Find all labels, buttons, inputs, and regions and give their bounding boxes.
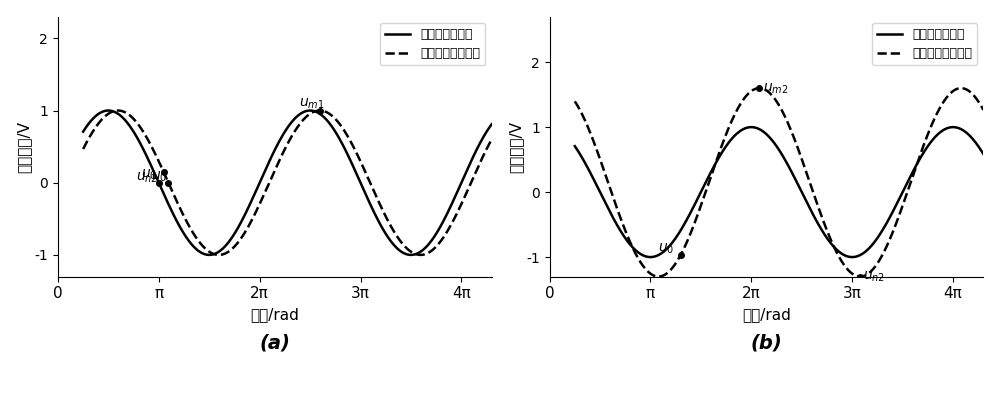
Text: $u_0$: $u_0$ bbox=[141, 168, 157, 182]
理想的余弦信号 bbox=[644, 255, 656, 260]
含误差的正弦信号 bbox=[474, 160, 486, 165]
理想的正弦信号 bbox=[77, 129, 89, 134]
理想的余弦信号 bbox=[947, 125, 959, 130]
含误差的余弦信号 bbox=[955, 86, 967, 90]
理想的正弦信号 bbox=[405, 252, 417, 257]
理想的正弦信号 bbox=[102, 108, 114, 113]
含误差的余弦信号 bbox=[966, 91, 978, 96]
Line: 含误差的正弦信号: 含误差的正弦信号 bbox=[83, 110, 492, 255]
Text: $u_0$: $u_0$ bbox=[151, 169, 167, 184]
Text: (a): (a) bbox=[259, 334, 290, 353]
含误差的余弦信号 bbox=[652, 274, 664, 279]
Y-axis label: 幅値电压/V: 幅値电压/V bbox=[17, 121, 32, 173]
理想的正弦信号 bbox=[486, 122, 498, 127]
X-axis label: 相位/rad: 相位/rad bbox=[250, 307, 299, 322]
含误差的余弦信号 bbox=[977, 108, 989, 112]
Line: 理想的正弦信号: 理想的正弦信号 bbox=[83, 110, 492, 255]
含误差的余弦信号 bbox=[768, 95, 780, 100]
Line: 含误差的余弦信号: 含误差的余弦信号 bbox=[575, 88, 983, 276]
Text: $u_0$: $u_0$ bbox=[658, 242, 675, 256]
含误差的余弦信号 bbox=[590, 144, 602, 149]
含误差的正弦信号 bbox=[77, 147, 89, 152]
含误差的正弦信号 bbox=[265, 176, 277, 181]
含误差的正弦信号 bbox=[276, 152, 288, 157]
含误差的正弦信号 bbox=[314, 108, 326, 113]
理想的正弦信号 bbox=[276, 134, 288, 139]
Legend: 理想的正弦信号, 含误差的正弦信号: 理想的正弦信号, 含误差的正弦信号 bbox=[380, 23, 485, 65]
理想的余弦信号 bbox=[977, 152, 989, 156]
理想的正弦信号 bbox=[474, 140, 486, 145]
含误差的正弦信号 bbox=[399, 244, 411, 249]
理想的余弦信号 bbox=[569, 144, 581, 148]
理想的正弦信号 bbox=[265, 155, 277, 160]
理想的正弦信号 bbox=[98, 109, 110, 114]
Line: 理想的余弦信号: 理想的余弦信号 bbox=[575, 127, 983, 257]
Legend: 理想的余弦信号, 含误差的余弦信号: 理想的余弦信号, 含误差的余弦信号 bbox=[872, 23, 977, 65]
理想的余弦信号 bbox=[768, 140, 780, 145]
Text: $u_{m1}$: $u_{m1}$ bbox=[299, 97, 324, 111]
理想的正弦信号 bbox=[399, 251, 411, 256]
含误差的正弦信号 bbox=[474, 160, 486, 165]
含误差的余弦信号 bbox=[891, 220, 903, 224]
X-axis label: 相位/rad: 相位/rad bbox=[742, 307, 791, 322]
理想的余弦信号 bbox=[966, 136, 978, 140]
理想的正弦信号 bbox=[474, 141, 486, 146]
含误差的正弦信号 bbox=[486, 137, 498, 142]
含误差的正弦信号 bbox=[98, 115, 110, 120]
含误差的余弦信号 bbox=[569, 99, 581, 104]
Text: (b): (b) bbox=[751, 334, 782, 353]
Text: $u_{n2}$: $u_{n2}$ bbox=[863, 270, 886, 284]
理想的余弦信号 bbox=[891, 202, 903, 206]
Text: $u_{m2}$: $u_{m2}$ bbox=[763, 81, 788, 96]
Text: $u_{n2}$: $u_{n2}$ bbox=[136, 170, 158, 185]
含误差的余弦信号 bbox=[966, 91, 978, 96]
理想的余弦信号 bbox=[757, 129, 769, 134]
含误差的正弦信号 bbox=[213, 252, 225, 257]
理想的余弦信号 bbox=[590, 181, 602, 186]
Y-axis label: 幅値电压/V: 幅値电压/V bbox=[508, 121, 523, 173]
含误差的余弦信号 bbox=[757, 86, 769, 91]
理想的余弦信号 bbox=[966, 135, 978, 140]
